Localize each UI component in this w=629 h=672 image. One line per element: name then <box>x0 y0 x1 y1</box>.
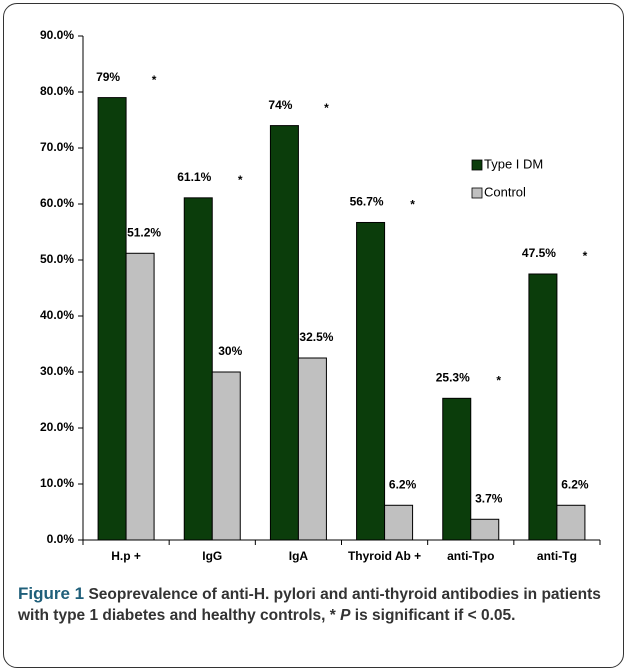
bar <box>269 125 299 541</box>
legend-swatch <box>471 159 483 171</box>
y-tick-label: 0.0% <box>47 532 75 546</box>
legend-label: Type I DM <box>484 156 543 171</box>
bar <box>556 504 586 541</box>
y-tick-label: 40.0% <box>40 308 74 322</box>
y-tick-label: 50.0% <box>40 252 74 266</box>
significance-mark: * <box>410 198 415 212</box>
y-tick-label: 90.0% <box>40 28 74 42</box>
data-label: 74% <box>268 98 292 112</box>
bar <box>528 273 558 541</box>
data-label: 30% <box>218 344 242 358</box>
y-tick-label: 80.0% <box>40 84 74 98</box>
data-label: 32.5% <box>299 330 333 344</box>
x-tick-label: anti-Tg <box>537 549 577 563</box>
bar <box>211 371 241 541</box>
data-label: 6.2% <box>561 477 589 491</box>
bar <box>384 504 414 541</box>
y-tick-label: 30.0% <box>40 364 74 378</box>
caption-label: Figure 1 <box>18 584 85 603</box>
bar <box>97 97 127 541</box>
x-tick-label: IgA <box>289 549 309 563</box>
bar <box>356 221 386 541</box>
bar <box>125 252 155 541</box>
y-tick-label: 60.0% <box>40 196 74 210</box>
x-tick-label: H.p + <box>111 549 141 563</box>
bar <box>470 518 500 541</box>
caption: Figure 1 Seoprevalence of anti-H. pylori… <box>18 583 614 626</box>
significance-mark: * <box>152 73 157 87</box>
bar <box>183 197 213 541</box>
caption-text-after: is significant if < 0.05. <box>354 607 516 624</box>
significance-mark: * <box>583 249 588 263</box>
bar <box>297 357 327 541</box>
y-tick-label: 20.0% <box>40 420 74 434</box>
significance-mark: * <box>238 173 243 187</box>
x-tick-label: IgG <box>202 549 222 563</box>
data-label: 6.2% <box>389 477 417 491</box>
chart: 0.0% 10.0% 20.0% 30.0% 40.0% 50.0% 60.0% 70.0% 8… <box>40 28 601 563</box>
legend-label: Control <box>484 184 526 199</box>
data-label: 56.7% <box>350 195 384 209</box>
caption-text: Seoprevalence of anti-H. pylori and anti… <box>18 586 601 624</box>
significance-mark: * <box>496 373 501 387</box>
x-tick-label: anti-Tpo <box>447 549 494 563</box>
x-tick-label: Thyroid Ab + <box>348 549 421 563</box>
data-label: 79% <box>96 70 120 84</box>
data-label: 25.3% <box>436 370 470 384</box>
frame <box>3 3 624 668</box>
caption-italic: P <box>340 607 351 624</box>
y-tick-label: 10.0% <box>40 476 74 490</box>
y-tick-label: 70.0% <box>40 140 74 154</box>
data-label: 51.2% <box>127 225 161 239</box>
data-label: 61.1% <box>177 170 211 184</box>
significance-mark: * <box>324 101 329 115</box>
legend-swatch <box>471 187 483 199</box>
data-label: 47.5% <box>522 246 556 260</box>
bar <box>442 397 472 541</box>
data-label: 3.7% <box>475 491 503 505</box>
